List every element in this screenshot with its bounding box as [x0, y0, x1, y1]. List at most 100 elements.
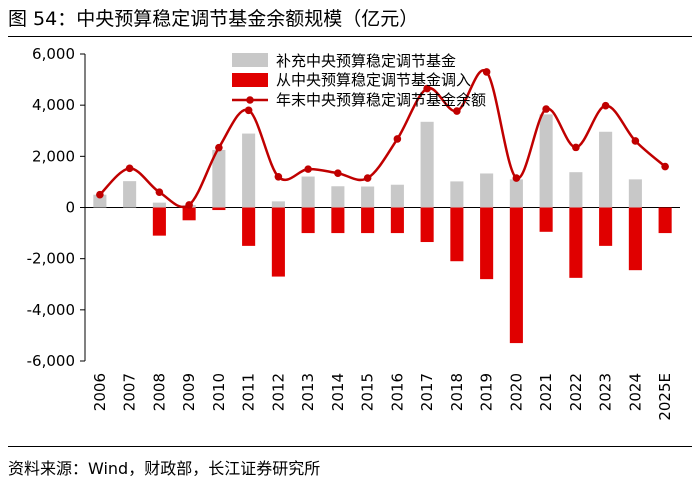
x-tick-label: 2011 [240, 373, 258, 411]
balance-point-2021 [542, 105, 550, 113]
x-tick-label: 2017 [418, 373, 436, 411]
outflow-bar-2011 [242, 207, 256, 246]
x-tick-label: 2009 [180, 373, 198, 411]
outflow-bar-2021 [539, 207, 553, 232]
inflow-bar-2008 [152, 202, 166, 208]
x-tick-label: 2006 [91, 373, 109, 411]
x-tick-label: 2014 [329, 373, 347, 411]
x-tick-label: 2019 [478, 373, 496, 411]
inflow-bar-2023 [599, 131, 613, 208]
y-tick-label: 2,000 [32, 147, 75, 165]
source-rule [8, 446, 692, 447]
legend-swatch-outflow [232, 73, 268, 87]
y-tick-label: -2,000 [27, 250, 75, 268]
balance-point-2017 [423, 84, 431, 93]
x-tick-label: 2022 [567, 373, 585, 411]
x-tick-label: 2013 [299, 373, 317, 411]
inflow-bars [93, 114, 642, 208]
balance-point-2022 [572, 143, 580, 152]
balance-line-layer [96, 68, 669, 209]
balance-point-2014 [334, 169, 342, 178]
legend-label: 从中央预算稳定调节基金调入 [276, 71, 471, 89]
y-tick-label: -4,000 [27, 301, 75, 319]
x-tick-label: 2007 [121, 373, 139, 411]
balance-line [98, 68, 666, 209]
x-tick-label: 2024 [626, 373, 644, 411]
legend-label: 补充中央预算稳定调节基金 [276, 52, 456, 70]
outflow-bar-2023 [599, 207, 613, 246]
outflow-bar-2009 [182, 207, 196, 221]
inflow-bar-2010 [212, 149, 226, 208]
outflow-bars [152, 207, 672, 344]
outflow-bar-2020 [509, 207, 523, 344]
balance-point-2019 [482, 68, 491, 76]
balance-point-2012 [274, 173, 283, 181]
y-tick-label: 4,000 [32, 96, 75, 114]
outflow-bar-2015 [361, 207, 375, 234]
x-tick-label: 2012 [269, 373, 287, 411]
outflow-bar-2018 [450, 207, 464, 262]
outflow-bar-2010 [212, 207, 226, 211]
inflow-bar-2020 [509, 179, 523, 208]
x-tick-label: 2010 [210, 373, 228, 411]
balance-point-2015 [363, 174, 372, 182]
legend-label: 年末中央预算稳定调节基金余额 [276, 91, 486, 109]
outflow-bar-2017 [420, 207, 434, 243]
legend-swatch-inflow [232, 53, 268, 67]
x-tick-label: 2008 [150, 373, 168, 411]
x-tick-label: 2016 [388, 373, 406, 411]
balance-point-2018 [453, 107, 461, 115]
chart-axes: -6,000 -4,000 -2,000 0 2,000 4,000 6,000 2006 20… [27, 45, 680, 421]
balance-point-2025E [661, 162, 669, 171]
outflow-bar-2013 [301, 207, 315, 234]
balance-point-2008 [155, 188, 164, 196]
balance-point-2016 [393, 135, 402, 143]
outflow-bar-2025E [658, 207, 672, 234]
outflow-bar-2014 [331, 207, 345, 234]
balance-point-2024 [631, 137, 640, 145]
balance-point-2013 [304, 165, 312, 173]
outflow-bar-2016 [390, 207, 404, 234]
source-note: 资料来源：Wind，财政部，长江证券研究所 [8, 459, 321, 478]
inflow-bar-2011 [242, 133, 256, 208]
x-tick-label: 2023 [597, 373, 615, 411]
inflow-bar-2013 [301, 176, 315, 208]
inflow-bar-2024 [628, 179, 642, 208]
inflow-bar-2019 [480, 173, 494, 208]
inflow-bar-2015 [361, 186, 375, 208]
x-tick-label: 2015 [359, 373, 377, 411]
outflow-bar-2008 [152, 207, 166, 236]
inflow-bar-2006 [93, 194, 107, 208]
balance-point-2010 [215, 143, 223, 152]
balance-point-2011 [244, 106, 253, 115]
inflow-bar-2017 [420, 121, 434, 208]
balance-point-2006 [96, 190, 104, 199]
outflow-bar-2024 [628, 207, 642, 271]
outflow-bar-2022 [569, 207, 583, 278]
inflow-bar-2007 [123, 181, 137, 208]
title-rule [8, 36, 692, 37]
figure-title: 图 54：中央预算稳定调节基金余额规模（亿元） [8, 8, 419, 30]
inflow-bar-2022 [569, 172, 583, 208]
inflow-bar-2014 [331, 186, 345, 208]
outflow-bar-2019 [480, 207, 494, 280]
inflow-bar-2021 [539, 114, 553, 208]
balance-point-2009 [185, 201, 193, 209]
inflow-bar-2016 [390, 184, 404, 208]
outflow-bar-2012 [271, 207, 285, 277]
x-tick-label: 2025E [656, 373, 674, 421]
balance-point-2020 [512, 174, 521, 182]
x-tick-label: 2021 [537, 373, 555, 411]
x-tick-label: 2018 [448, 373, 466, 411]
y-tick-label: 0 [65, 199, 75, 217]
balance-point-2007 [125, 164, 134, 173]
y-tick-label: 6,000 [32, 45, 75, 63]
inflow-bar-2012 [271, 201, 285, 208]
balance-point-2023 [601, 101, 610, 110]
y-tick-label: -6,000 [27, 352, 75, 370]
x-tick-label: 2020 [507, 373, 525, 411]
legend-swatch-balance-point [246, 96, 254, 104]
inflow-bar-2018 [450, 181, 464, 208]
